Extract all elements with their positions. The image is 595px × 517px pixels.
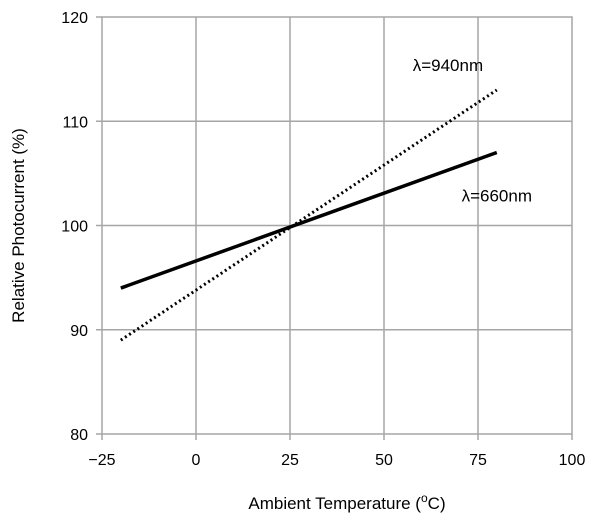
x-tick-label: 25 — [281, 452, 299, 469]
x-tick-label: 100 — [559, 452, 586, 469]
series-label-940nm: λ=940nm — [413, 56, 483, 75]
y-tick-label: 90 — [70, 323, 88, 340]
y-tick-label: 120 — [61, 10, 88, 27]
series-line-660nm — [120, 150, 498, 290]
series-label-660nm: λ=660nm — [462, 187, 532, 206]
x-tick-label: −25 — [88, 452, 115, 469]
y-tick-label: 80 — [70, 427, 88, 444]
x-tick-label: 0 — [192, 452, 201, 469]
x-tick-label: 50 — [375, 452, 393, 469]
y-tick-label: 100 — [61, 219, 88, 236]
y-axis-ticks: 80 90 100 110 120 — [61, 10, 102, 444]
series-line-940nm — [119, 88, 498, 342]
series: λ=660nm λ=940nm — [119, 56, 532, 342]
x-axis-title-superscript: o — [421, 491, 428, 505]
x-axis-ticks: −25 0 25 50 75 100 — [88, 434, 585, 469]
y-tick-label: 110 — [62, 114, 88, 131]
x-tick-label: 75 — [469, 452, 487, 469]
grid — [102, 17, 572, 434]
y-axis-title: Relative Photocurrent (%) — [9, 128, 28, 323]
x-axis-title: Ambient Temperature (oC) — [248, 491, 445, 513]
